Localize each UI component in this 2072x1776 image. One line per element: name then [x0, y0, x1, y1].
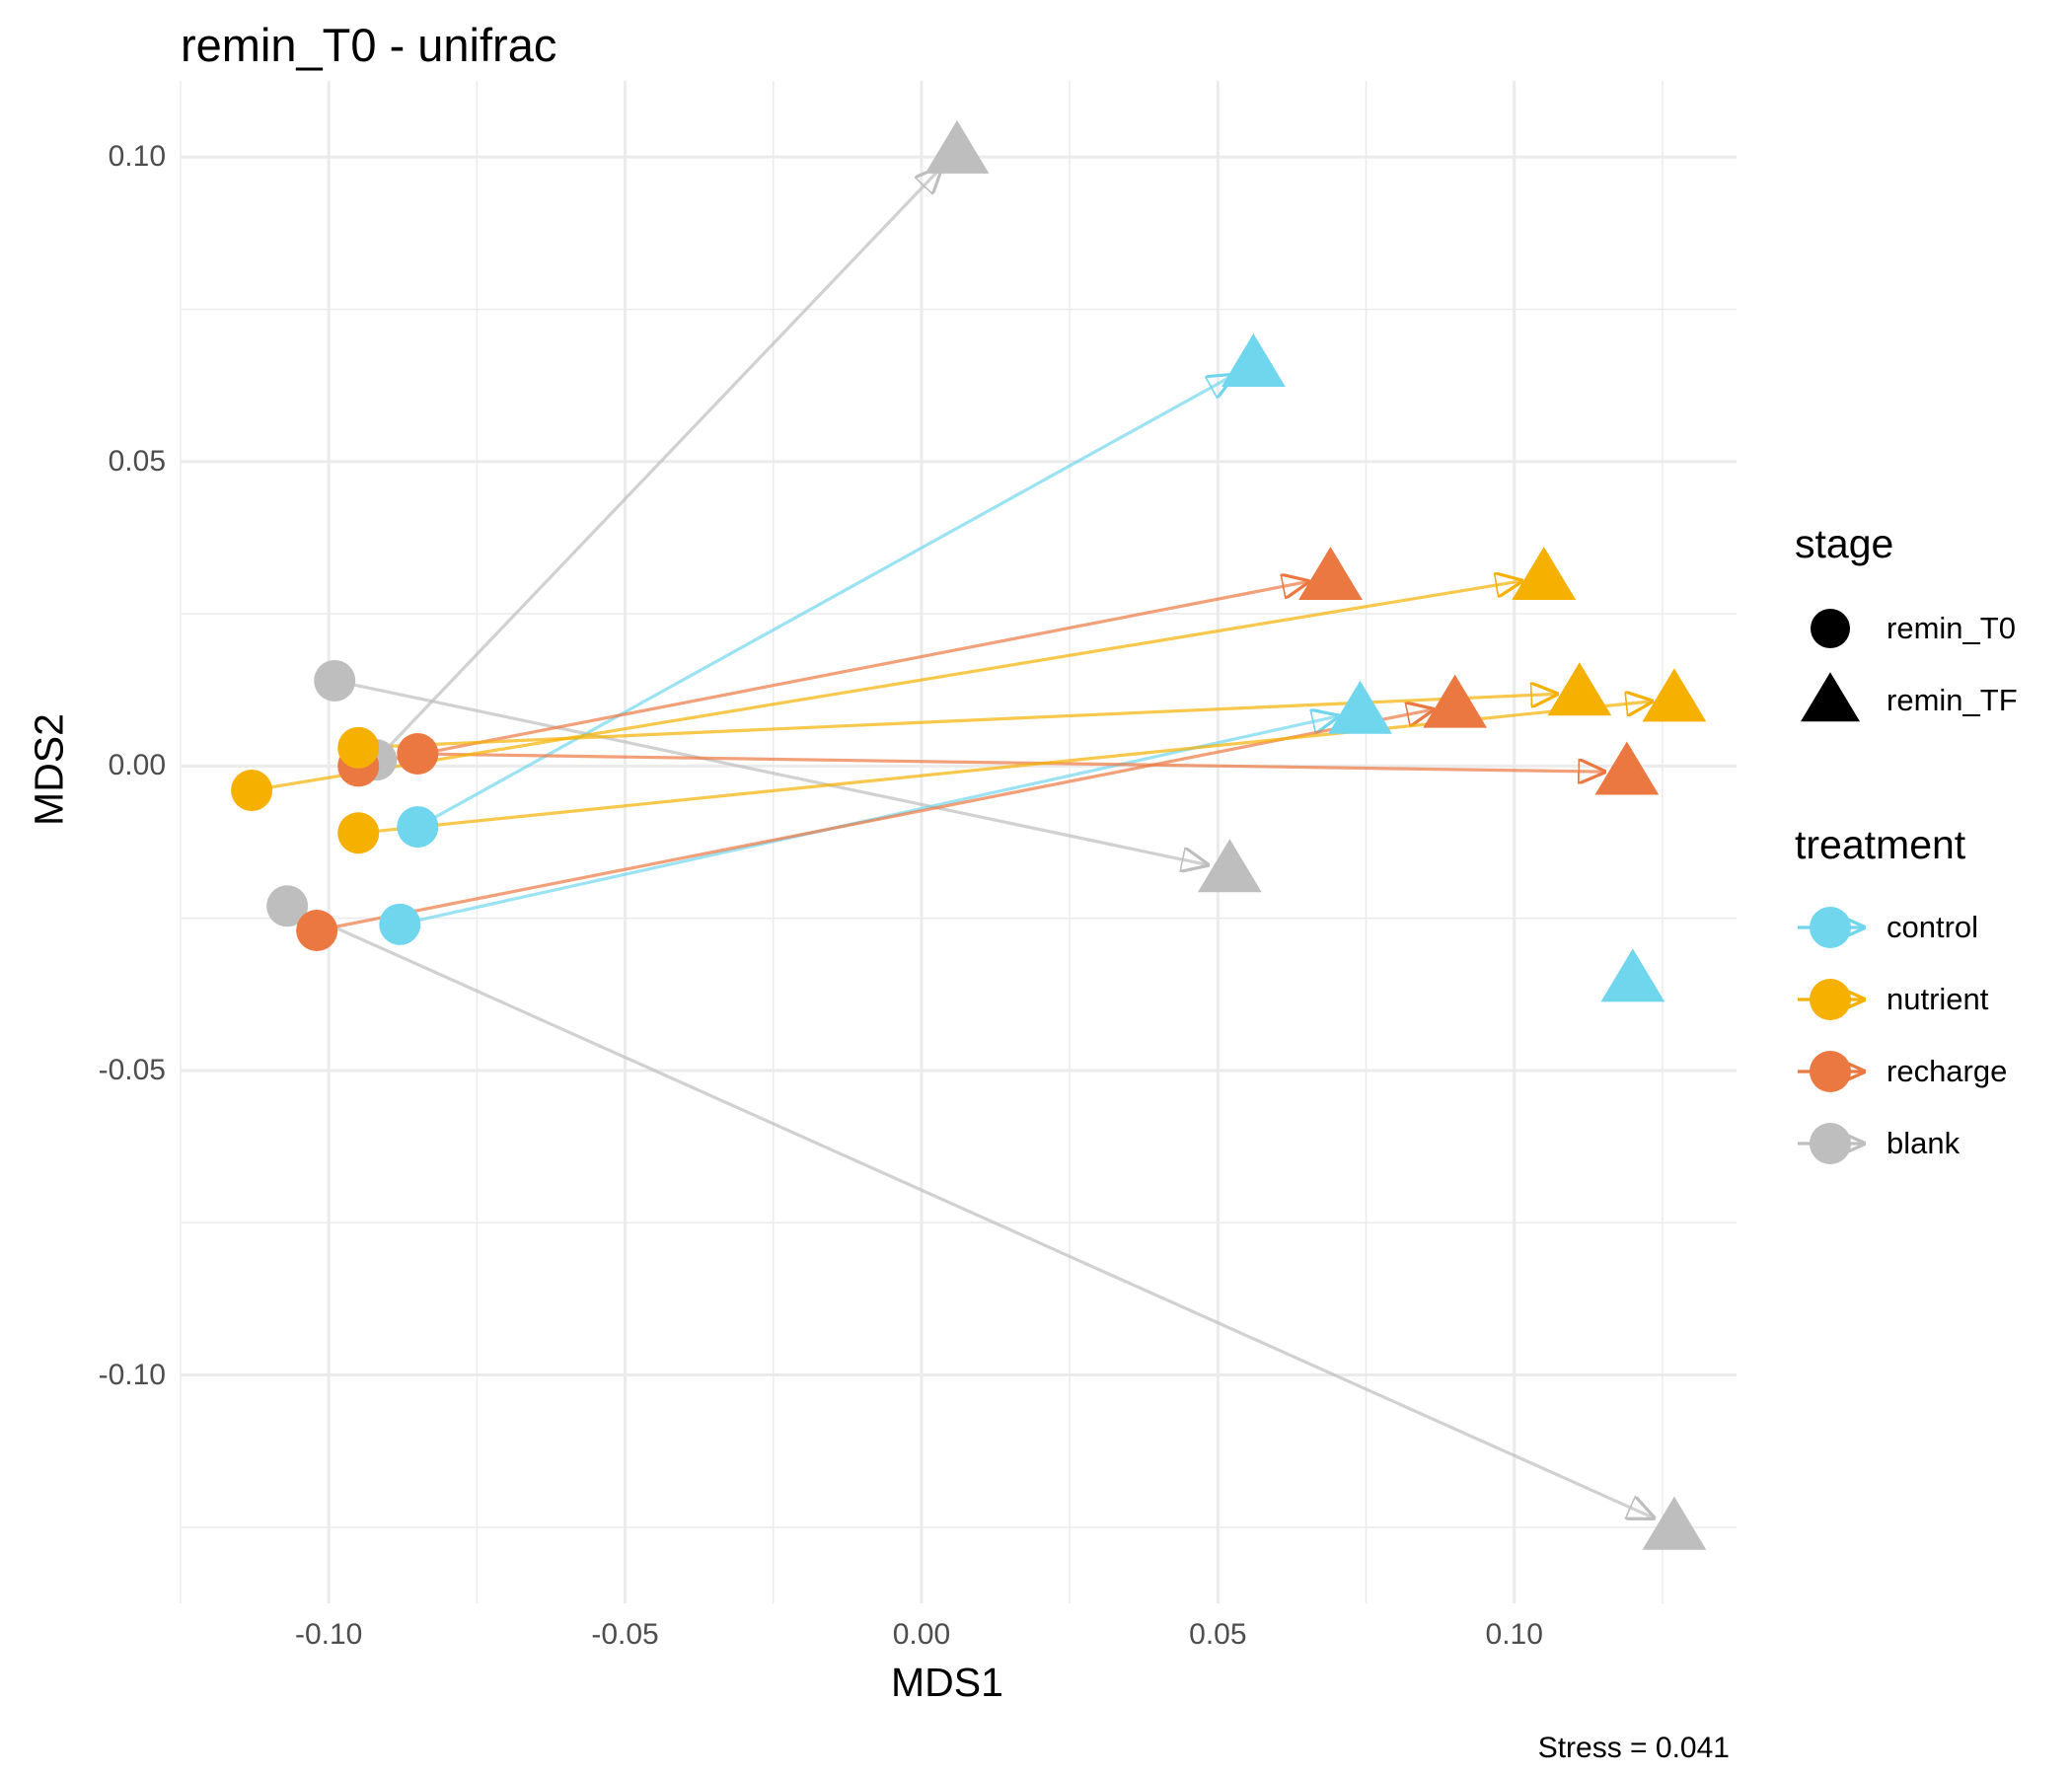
arrow-recharge: [357, 582, 1307, 768]
legend-title-stage: stage: [1795, 521, 1894, 566]
arrow-recharge: [417, 752, 1603, 772]
point-TF-blank: [925, 119, 990, 174]
legend-key-control: [1810, 907, 1851, 948]
y-tick-label: 0.10: [108, 140, 166, 174]
arrow-layer: [251, 168, 1653, 1517]
legend-key-remin-t0: [1811, 609, 1850, 648]
legend-label-nutrient: nutrient: [1887, 982, 1989, 1016]
y-tick-label: 0.00: [108, 749, 166, 782]
legend-key-nutrient: [1810, 979, 1851, 1020]
arrow-blank: [333, 679, 1207, 864]
legend-label-remin-t0: remin_T0: [1887, 611, 2016, 645]
point-T0-nutrient: [337, 812, 380, 854]
y-tick-label: -0.10: [98, 1358, 166, 1391]
y-tick-label: -0.05: [98, 1053, 166, 1086]
point-TF-blank: [1197, 839, 1262, 893]
arrow-blank: [375, 168, 940, 762]
x-tick-label: -0.05: [591, 1618, 659, 1651]
legend-key-recharge: [1810, 1051, 1851, 1092]
point-TF-control: [1328, 680, 1392, 734]
legend-keys: [1798, 609, 1863, 1164]
point-TF-nutrient: [1512, 546, 1577, 600]
point-TF-nutrient: [1642, 668, 1707, 722]
y-tick-label: 0.05: [108, 444, 166, 478]
point-T0-nutrient: [337, 726, 380, 769]
x-axis-label: MDS1: [891, 1660, 1003, 1705]
point-layer: [231, 119, 1707, 1550]
legend-label-blank: blank: [1887, 1126, 1961, 1160]
chart-title: remin_T0 - unifrac: [181, 19, 557, 71]
point-T0-control: [397, 806, 439, 849]
arrow-control: [416, 376, 1232, 829]
legend-key-remin-tf: [1801, 672, 1860, 722]
point-TF-recharge: [1423, 674, 1488, 728]
x-tick-label: 0.05: [1189, 1618, 1247, 1651]
point-TF-recharge: [1594, 741, 1660, 795]
point-TF-control: [1221, 333, 1286, 387]
point-T0-recharge: [296, 909, 338, 951]
point-TF-nutrient: [1547, 662, 1612, 716]
legend-key-blank: [1810, 1123, 1851, 1164]
point-T0-nutrient: [231, 770, 273, 812]
point-TF-control: [1600, 948, 1665, 1002]
legend-label-remin-tf: remin_TF: [1887, 683, 2018, 717]
legend-label-recharge: recharge: [1887, 1054, 2008, 1088]
grid-lines: [180, 81, 1737, 1603]
arrow-recharge: [316, 709, 1432, 932]
x-tick-label: 0.10: [1485, 1618, 1543, 1651]
x-tick-label: -0.10: [294, 1618, 363, 1651]
point-T0-recharge: [397, 733, 439, 776]
arrow-nutrient: [251, 581, 1520, 792]
point-T0-blank: [314, 659, 356, 702]
point-T0-blank: [266, 885, 309, 927]
point-T0-control: [379, 903, 421, 945]
arrow-blank: [286, 904, 1653, 1517]
legend-label-control: control: [1887, 910, 1979, 944]
x-tick-label: 0.00: [892, 1618, 951, 1651]
point-TF-blank: [1642, 1496, 1707, 1550]
legend-title-treatment: treatment: [1795, 822, 1966, 867]
point-TF-recharge: [1298, 546, 1363, 600]
stress-annotation: Stress = 0.041: [1537, 1732, 1730, 1764]
